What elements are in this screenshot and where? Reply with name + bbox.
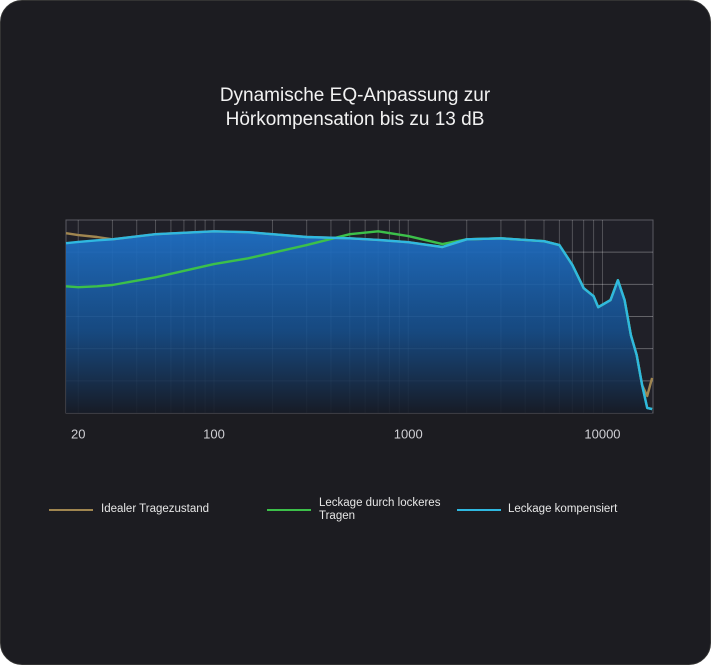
- x-tick-label: 1000: [394, 426, 423, 441]
- area: [66, 231, 653, 413]
- x-tick-label: 10000: [584, 426, 620, 441]
- chart-title: Dynamische EQ-Anpassung zur Hörkompensat…: [219, 85, 491, 130]
- legend-label: Leckage durch lockeres Tragen: [319, 497, 441, 522]
- series-line: [65, 230, 653, 411]
- legend-label: Leckage kompensiert: [508, 503, 618, 515]
- x-tick-label: 100: [203, 426, 225, 441]
- legend-label: Idealer Tragezustand: [101, 503, 210, 515]
- x-tick-label: 20: [71, 426, 85, 441]
